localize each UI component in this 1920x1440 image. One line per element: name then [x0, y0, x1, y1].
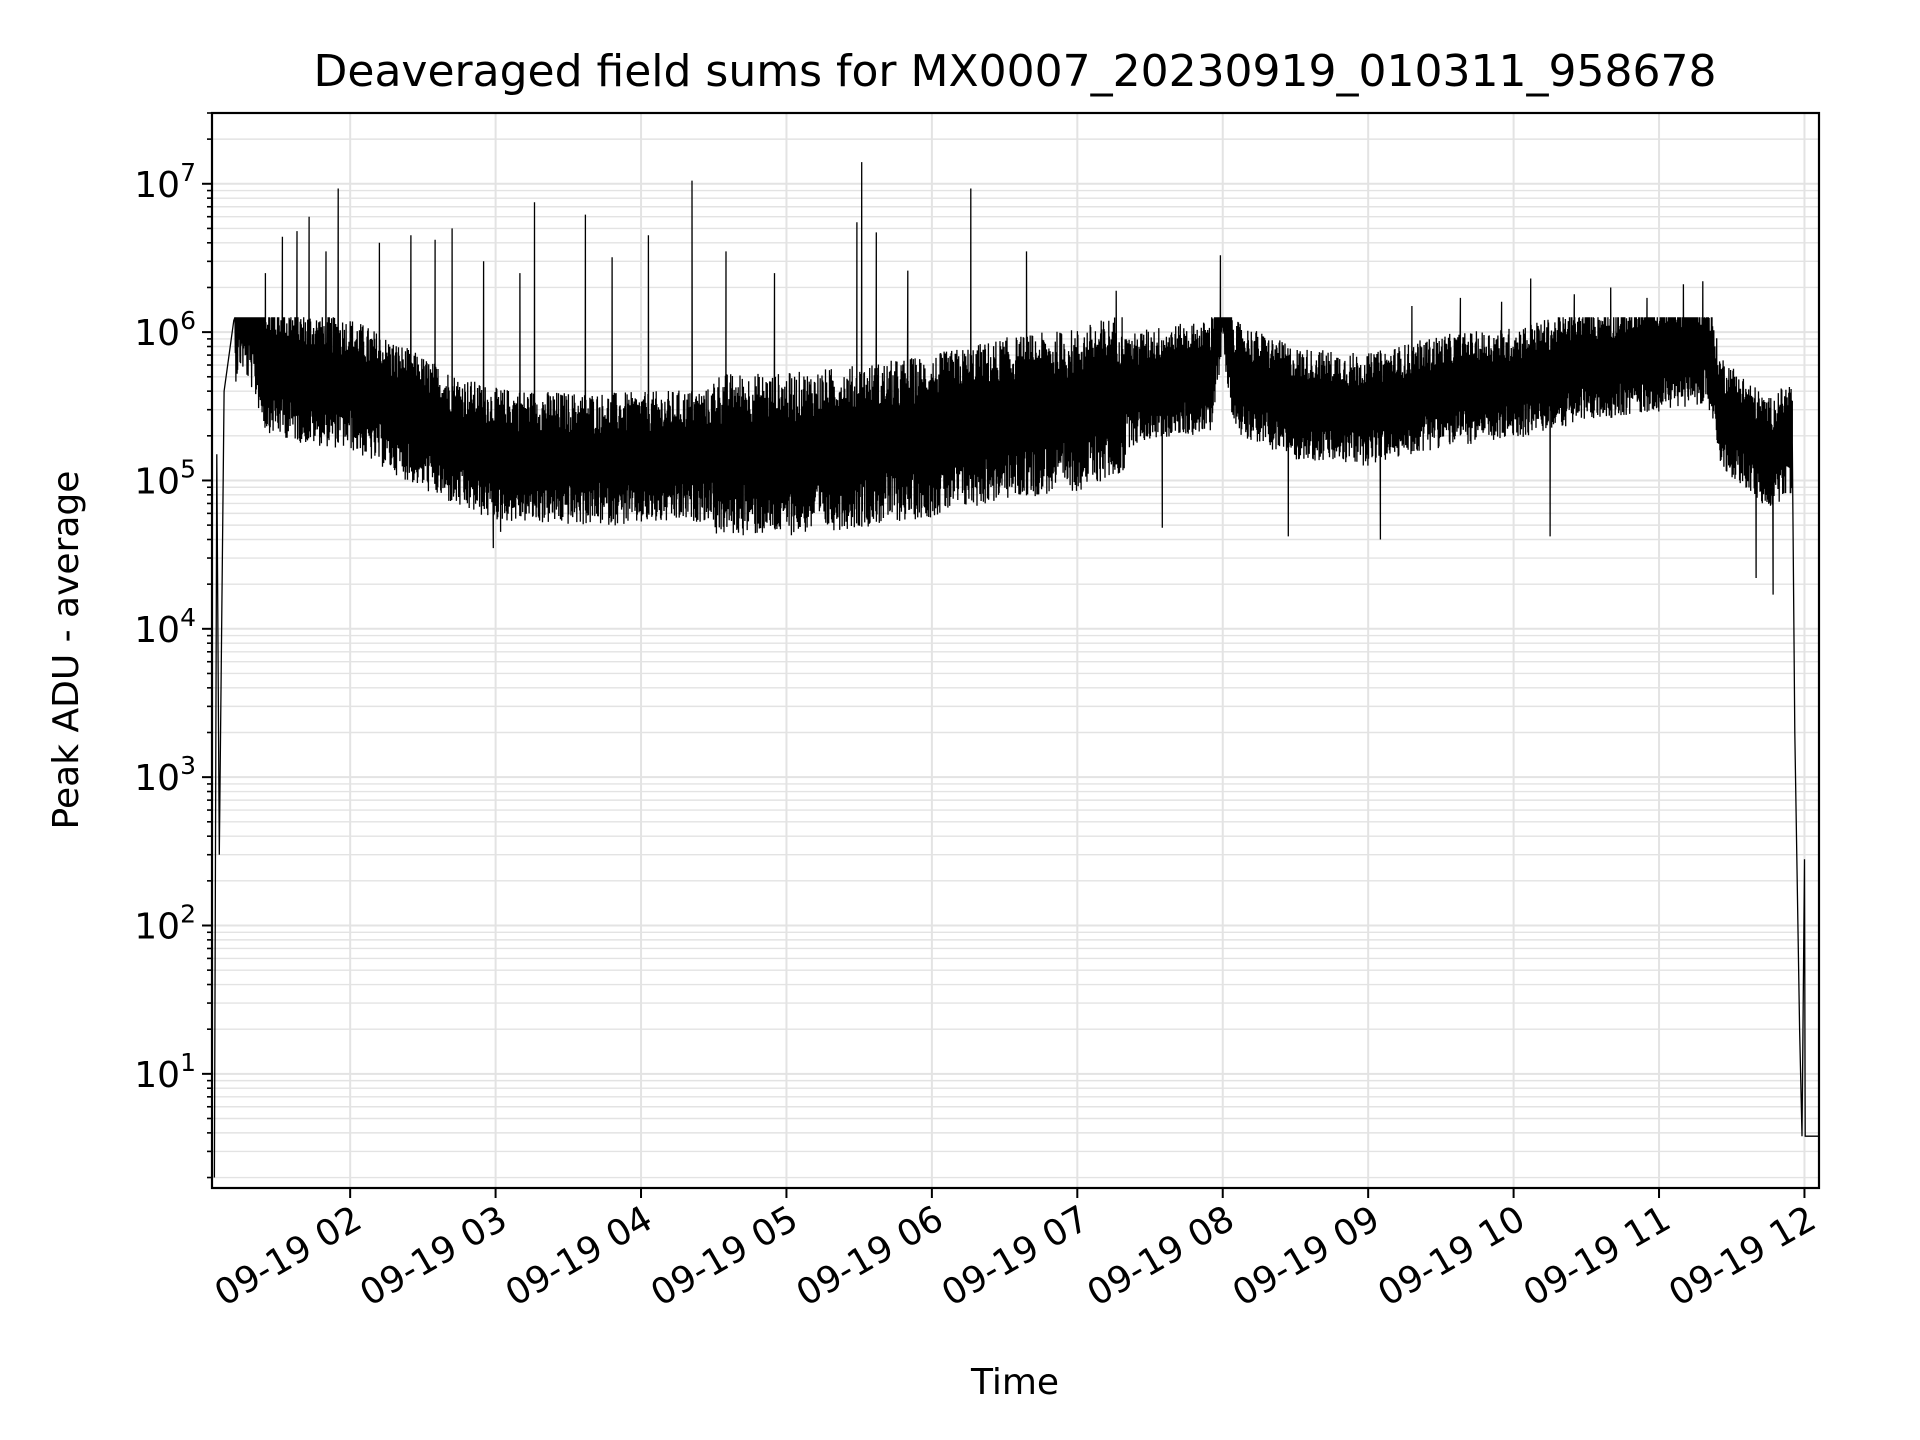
x-tick-label: 09-19 10	[1371, 1198, 1532, 1314]
y-tick-label: 107	[134, 158, 196, 206]
grid	[212, 112, 1819, 1188]
y-axis: 101 102 103 104 105 106 107	[134, 112, 212, 1179]
x-tick-label: 09-19 05	[644, 1198, 805, 1314]
x-axis-label: Time	[970, 1362, 1059, 1403]
series-line-path	[213, 162, 1819, 1178]
x-tick-label: 09-19 03	[353, 1198, 514, 1314]
y-tick-label: 102	[134, 899, 196, 947]
x-tick-label: 09-19 04	[499, 1198, 660, 1314]
x-tick-label: 09-19 11	[1517, 1198, 1678, 1314]
y-tick-label: 103	[134, 751, 196, 799]
y-axis-label: Peak ADU - average	[46, 471, 87, 830]
y-tick-label: 105	[134, 454, 196, 502]
x-tick-label: 09-19 06	[790, 1198, 951, 1314]
y-tick-label: 106	[134, 306, 196, 354]
chart-title: Deaveraged field sums for MX0007_2023091…	[314, 46, 1717, 97]
plot-area	[210, 111, 1821, 1190]
x-tick-label: 09-19 07	[935, 1198, 1096, 1314]
x-tick-label: 09-19 08	[1081, 1198, 1242, 1314]
x-tick-label: 09-19 09	[1226, 1198, 1387, 1314]
x-tick-label: 09-19 02	[208, 1198, 369, 1314]
x-tick-label: 09-19 12	[1662, 1198, 1823, 1314]
y-tick-label: 101	[134, 1048, 196, 1096]
y-tick-label: 104	[134, 603, 196, 651]
series-line	[213, 162, 1819, 1178]
